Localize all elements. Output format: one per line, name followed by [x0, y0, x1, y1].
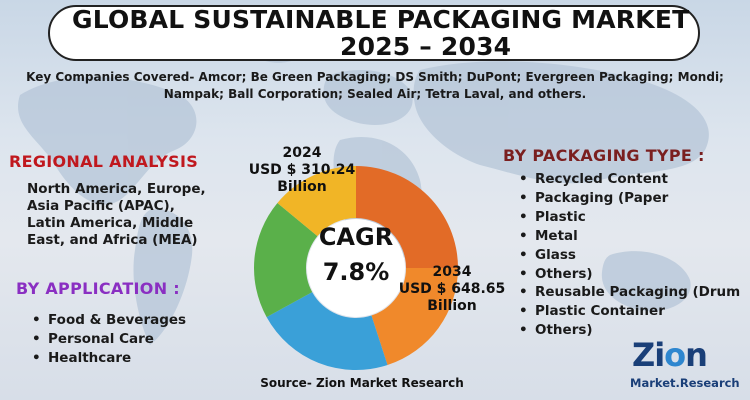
application-item: Personal Care — [32, 330, 186, 349]
cagr-value: 7.8% — [322, 258, 390, 286]
regional-analysis-heading: REGIONAL ANALYSIS — [9, 152, 199, 171]
packaging-item: Plastic Container — [519, 302, 740, 321]
source-note: Source- Zion Market Research — [260, 376, 464, 390]
donut-slice-2 — [371, 268, 458, 366]
cagr-label: CAGR — [318, 223, 394, 251]
key-companies-text: Key Companies Covered- Amcor; Be Green P… — [26, 70, 724, 101]
packaging-item: Others) — [519, 321, 740, 340]
logo-subtitle: Market.Research — [630, 376, 740, 390]
cagr-donut-chart — [254, 166, 458, 370]
application-heading: BY APPLICATION : — [16, 279, 180, 298]
market-size-2034: 2034 USD $ 648.65 Billion — [397, 264, 507, 315]
logo-wordmark: Zion — [632, 336, 708, 374]
packaging-type-list: Recycled Content Packaging (Paper Plasti… — [519, 170, 740, 340]
market-size-2024-value: USD $ 310.24 — [248, 162, 356, 178]
market-size-2034-value: USD $ 648.65 — [398, 281, 506, 297]
packaging-item: Others) — [519, 265, 740, 284]
zion-logo: Zion Market.Research — [624, 336, 750, 400]
page-title: GLOBAL SUSTAINABLE PACKAGING MARKET — [72, 5, 690, 34]
donut-center — [307, 219, 405, 317]
market-size-2034-unit: Billion — [427, 298, 477, 314]
market-size-2024-unit: Billion — [277, 179, 327, 195]
donut-slice-1 — [356, 166, 458, 268]
packaging-item: Packaging (Paper — [519, 189, 740, 208]
donut-slice-4 — [254, 202, 318, 318]
donut-slice-5 — [277, 166, 356, 237]
packaging-item: Plastic — [519, 208, 740, 227]
application-item: Food & Beverages — [32, 311, 186, 330]
title-years: 2025 – 2034 — [340, 32, 512, 61]
market-size-2034-year: 2034 — [432, 264, 472, 280]
regional-analysis-text: North America, Europe, Asia Pacific (APA… — [27, 181, 206, 248]
packaging-item: Glass — [519, 246, 740, 265]
packaging-item: Recycled Content — [519, 170, 740, 189]
market-size-2024-year: 2024 — [282, 145, 322, 161]
packaging-item: Reusable Packaging (Drum — [519, 283, 740, 302]
application-item: Healthcare — [32, 349, 186, 368]
title-banner — [48, 5, 700, 61]
application-list: Food & Beverages Personal Care Healthcar… — [32, 311, 186, 368]
market-size-2024: 2024 USD $ 310.24 Billion — [240, 145, 364, 196]
donut-slice-3 — [266, 292, 388, 370]
packaging-item: Metal — [519, 227, 740, 246]
packaging-type-heading: BY PACKAGING TYPE : — [503, 146, 705, 165]
